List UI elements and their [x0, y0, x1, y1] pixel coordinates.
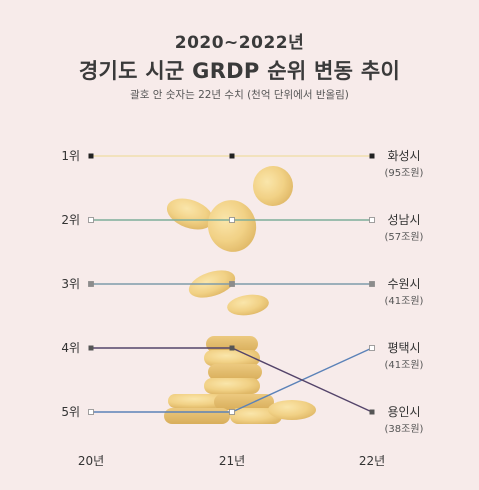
- series-name-label: 성남시: [387, 213, 420, 227]
- coin-stack-illustration: [164, 166, 316, 424]
- series-value-label: (41조원): [385, 359, 424, 371]
- coin-illustration: [227, 294, 269, 316]
- data-point: [88, 153, 94, 159]
- data-point: [88, 345, 94, 351]
- series-name-label: 평택시: [387, 341, 420, 355]
- coin-illustration: [207, 200, 257, 252]
- series-value-label: (57조원): [385, 231, 424, 243]
- y-tick-label: 3위: [61, 277, 80, 291]
- series-name-label: 수원시: [387, 277, 420, 291]
- data-point: [369, 217, 375, 223]
- y-tick-label: 1위: [61, 149, 80, 163]
- data-point: [229, 409, 235, 415]
- data-point: [369, 409, 375, 415]
- coin-illustration: [214, 394, 274, 410]
- coin-illustration: [208, 364, 262, 380]
- series-value-label: (38조원): [385, 423, 424, 435]
- series-value-label: (95조원): [385, 167, 424, 179]
- data-point: [229, 281, 235, 287]
- data-point: [229, 345, 235, 351]
- coin-illustration: [204, 378, 260, 394]
- data-point: [229, 153, 235, 159]
- chart-subtitle: 2020~2022년: [174, 33, 305, 53]
- chart-note: 괄호 안 숫자는 22년 수치 (천억 단위에서 반올림): [130, 89, 349, 101]
- x-tick-label: 20년: [78, 454, 104, 468]
- coin-illustration: [268, 400, 316, 420]
- series-name-label: 화성시: [387, 149, 420, 163]
- coin-illustration: [164, 408, 230, 424]
- y-tick-label: 4위: [61, 341, 80, 355]
- data-point: [88, 409, 94, 415]
- data-point: [369, 153, 375, 159]
- y-tick-label: 2위: [61, 213, 80, 227]
- chart-title: 경기도 시군 GRDP 순위 변동 추이: [78, 59, 401, 83]
- x-tick-label: 22년: [359, 454, 385, 468]
- data-point: [88, 217, 94, 223]
- coin-illustration: [253, 166, 293, 206]
- x-tick-label: 21년: [219, 454, 245, 468]
- series-name-label: 용인시: [387, 405, 420, 419]
- data-point: [229, 217, 235, 223]
- series-value-label: (41조원): [385, 295, 424, 307]
- y-tick-label: 5위: [61, 405, 80, 419]
- data-point: [369, 281, 375, 287]
- data-point: [369, 345, 375, 351]
- coin-illustration: [166, 198, 214, 230]
- data-point: [88, 281, 94, 287]
- coin-illustration: [204, 350, 260, 366]
